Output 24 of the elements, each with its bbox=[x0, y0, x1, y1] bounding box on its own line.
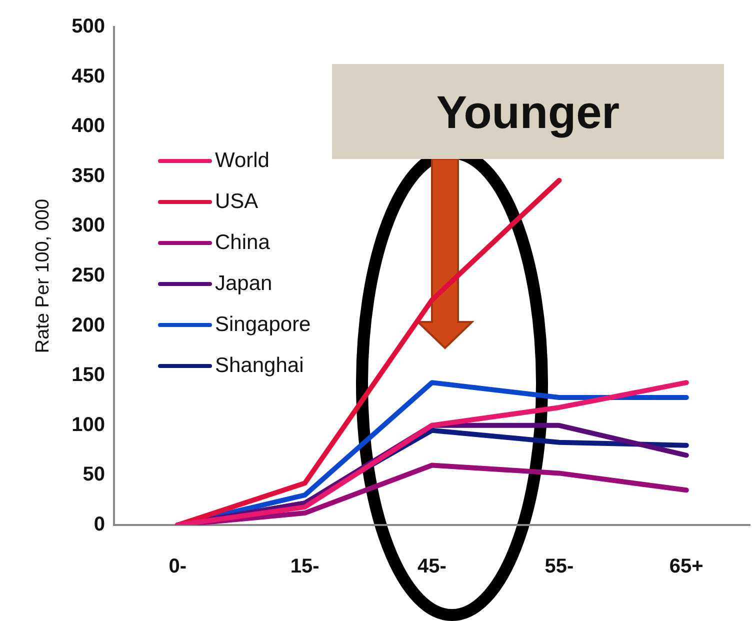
y-tick-label: 450 bbox=[72, 65, 105, 88]
legend-label: World bbox=[215, 148, 270, 172]
x-tick-label: 15- bbox=[290, 556, 320, 578]
y-tick-label: 50 bbox=[82, 464, 105, 486]
y-tick-label: 200 bbox=[72, 314, 105, 336]
y-axis-title: Rate Per 100, 000 bbox=[32, 198, 54, 354]
y-tick-label: 100 bbox=[72, 414, 105, 436]
y-tick-label: 250 bbox=[72, 264, 105, 287]
x-tick-label: 0- bbox=[168, 556, 186, 578]
text-box: Younger bbox=[332, 64, 724, 159]
y-tick-label: 0 bbox=[94, 514, 105, 536]
y-tick-label: 400 bbox=[72, 115, 105, 138]
legend-label: USA bbox=[215, 190, 258, 214]
legend-label: Singapore bbox=[215, 312, 311, 336]
legend-label: China bbox=[215, 230, 270, 254]
x-tick-label: 55- bbox=[544, 556, 574, 578]
y-tick-label: 350 bbox=[72, 164, 105, 187]
x-tick-label: 65+ bbox=[669, 556, 704, 578]
y-tick-label: 300 bbox=[72, 214, 105, 237]
y-tick-label: 500 bbox=[72, 16, 105, 38]
legend-label: Shanghai bbox=[215, 354, 304, 378]
legend-label: Japan bbox=[215, 272, 272, 296]
x-tick-label: 45- bbox=[418, 556, 446, 578]
y-tick-label: 150 bbox=[72, 364, 105, 386]
